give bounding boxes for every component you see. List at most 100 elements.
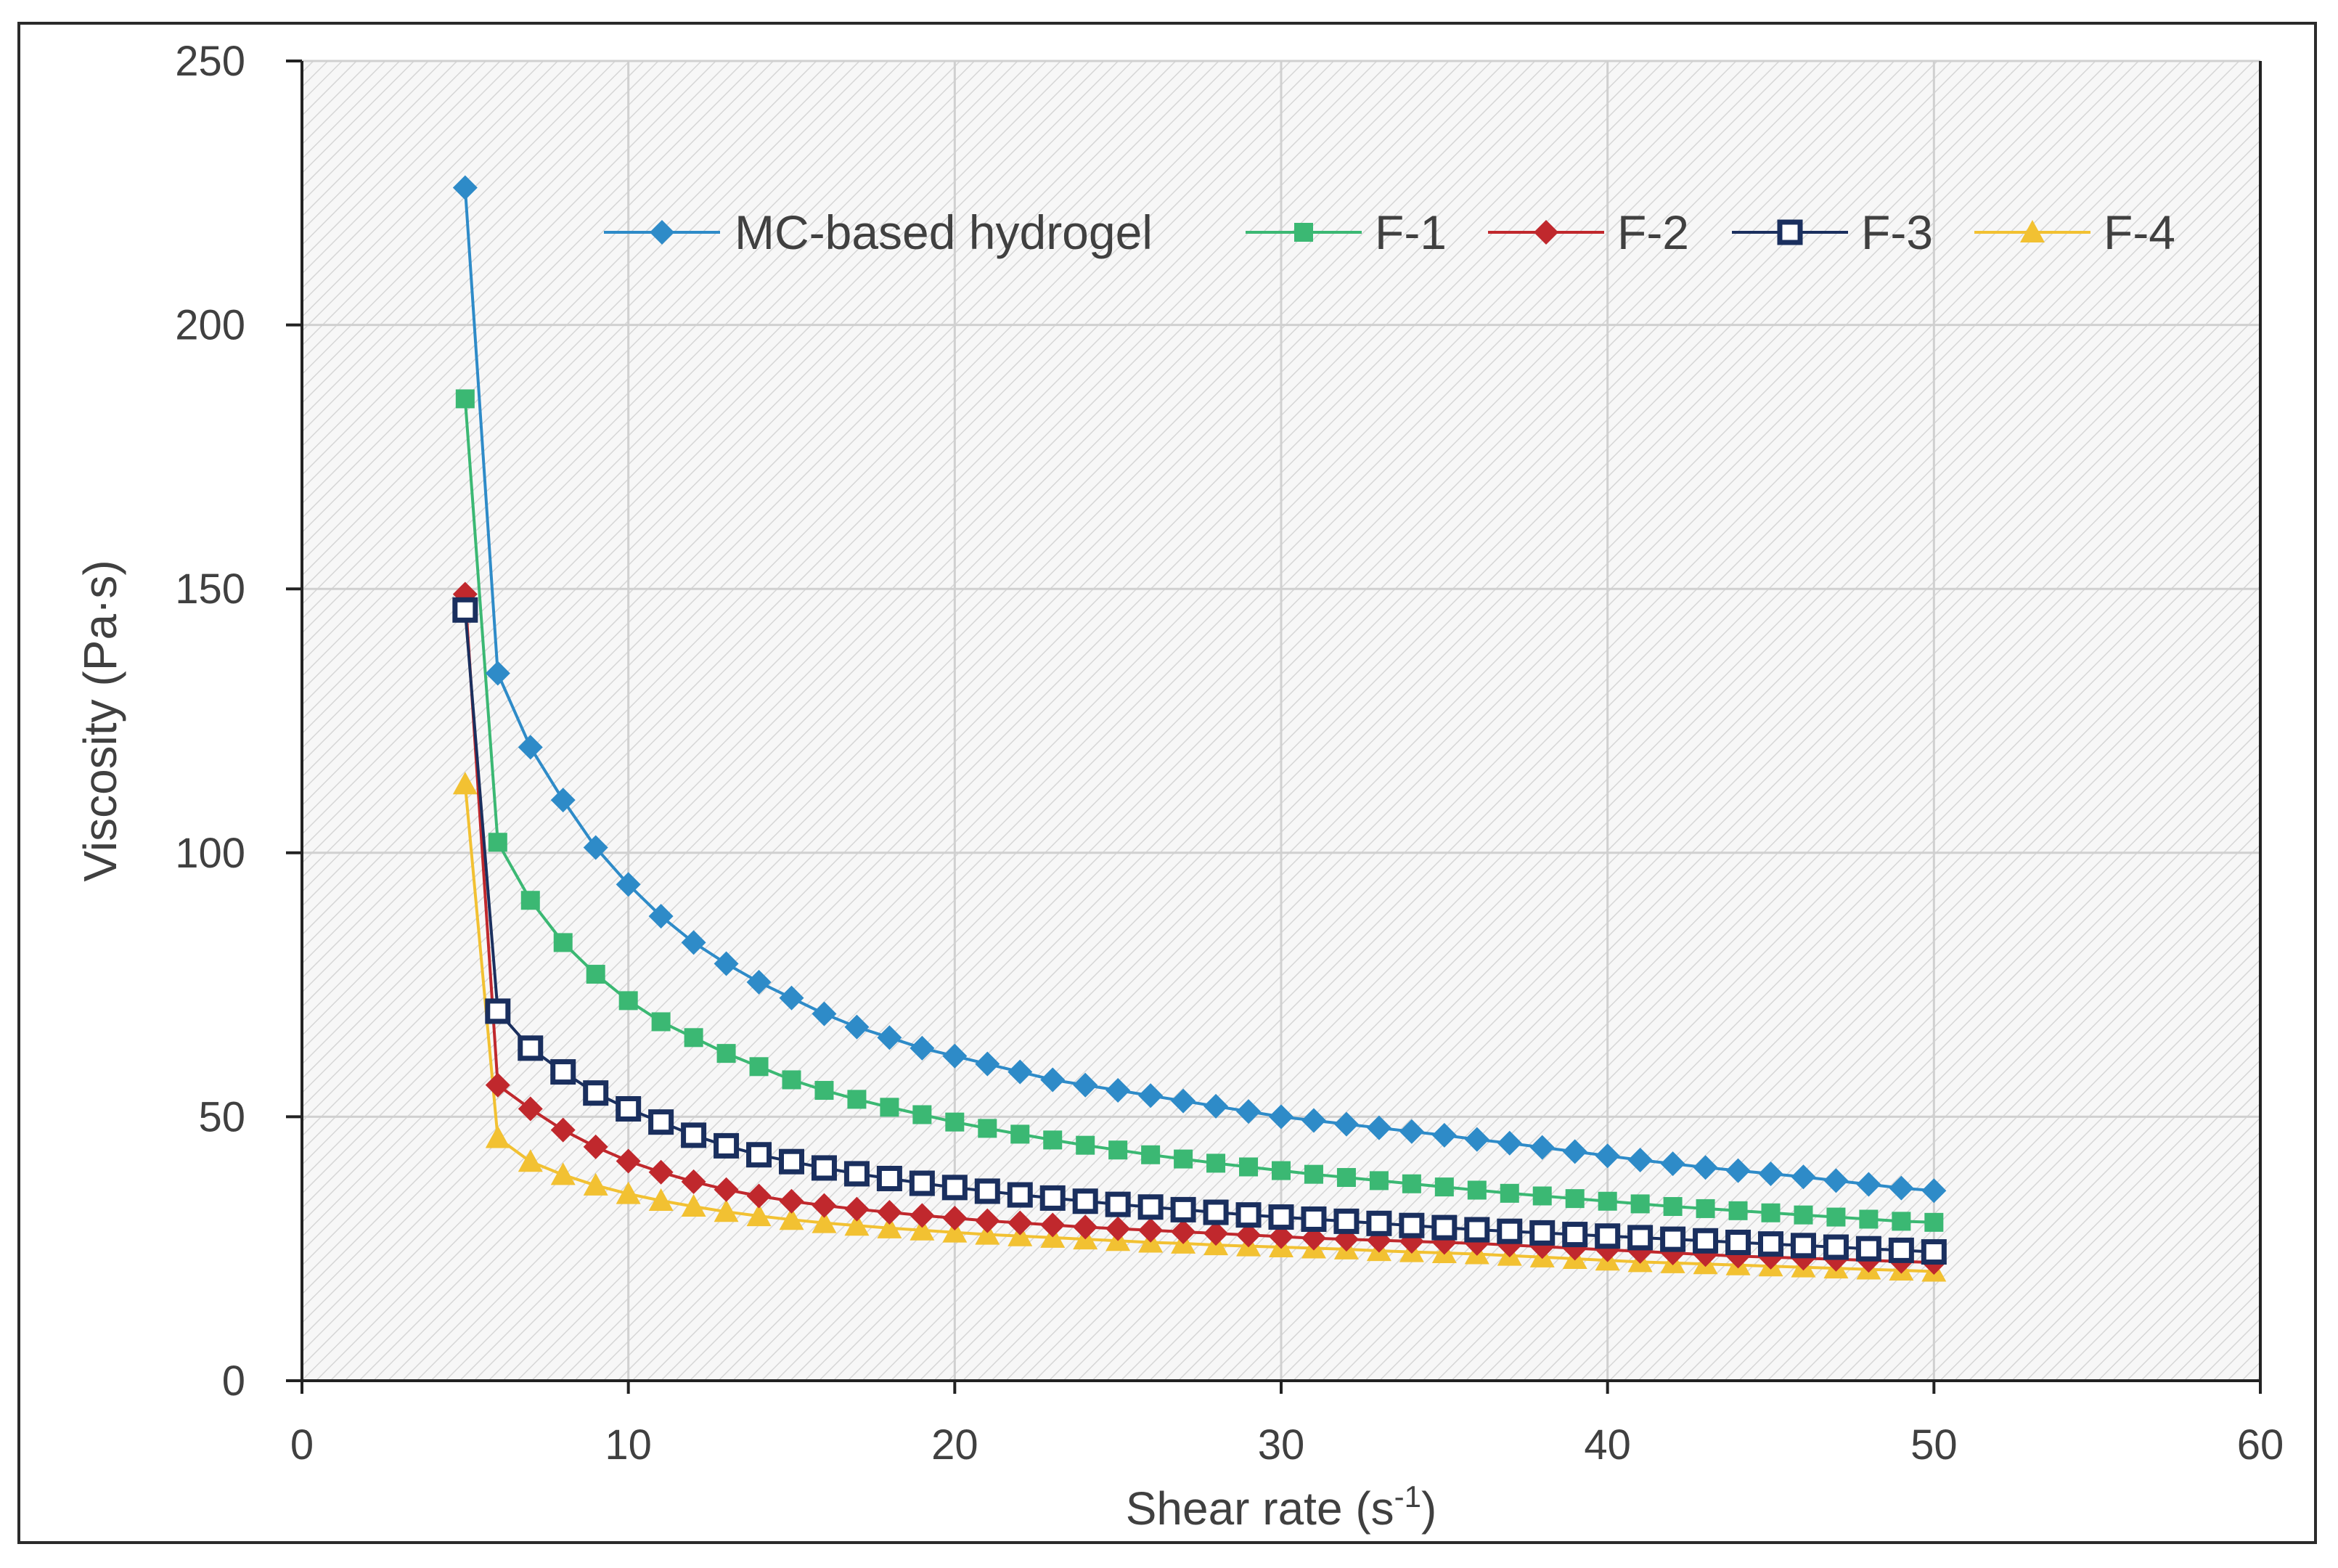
data-point (1366, 1210, 1392, 1236)
data-point (1366, 1115, 1391, 1140)
data-point (1105, 1078, 1131, 1103)
data-point (681, 1169, 706, 1194)
data-point (1333, 1111, 1359, 1137)
series-mc-based-hydrogel (452, 175, 1947, 1204)
data-point (1040, 1212, 1066, 1238)
data-point (779, 985, 804, 1010)
data-point (1529, 1135, 1555, 1160)
series-line (463, 187, 1934, 1193)
data-point (910, 1035, 935, 1061)
data-point (1203, 1093, 1229, 1119)
data-point (942, 1206, 968, 1231)
x-tick-label: 20 (931, 1421, 978, 1469)
data-point (1431, 1122, 1457, 1148)
data-point (681, 930, 706, 955)
data-point (847, 1090, 867, 1109)
axes (286, 60, 2262, 1394)
data-point (714, 1132, 740, 1159)
legend: MC-based hydrogel F-1 F-2 F-3 F-4 (604, 205, 2175, 259)
data-point (1693, 1155, 1718, 1180)
data-point (1105, 1191, 1131, 1217)
data-point (945, 1112, 965, 1132)
data-point (1043, 1130, 1063, 1150)
data-point (1039, 1185, 1066, 1211)
data-point (1171, 1088, 1196, 1114)
data-point (452, 597, 478, 623)
data-point (550, 1059, 576, 1085)
data-point (1532, 1186, 1552, 1206)
data-point (1369, 1171, 1389, 1191)
data-point (1924, 1212, 1944, 1232)
data-point (1206, 1153, 1226, 1173)
data-point (1434, 1177, 1454, 1197)
data-point (975, 1222, 1000, 1245)
x-tick-label: 30 (1258, 1421, 1305, 1469)
series-layer (452, 175, 1947, 1282)
data-point (616, 872, 641, 897)
data-point (648, 904, 674, 929)
data-point (975, 1208, 1000, 1233)
data-point (1467, 1180, 1487, 1200)
data-point (1301, 1225, 1326, 1251)
data-point (616, 1095, 642, 1122)
data-point (1889, 1175, 1914, 1201)
data-point (746, 1183, 772, 1209)
data-point (518, 1149, 543, 1172)
legend-entry: F-2 (1488, 205, 1689, 259)
legend-marker (1534, 220, 1558, 245)
series-line (463, 610, 1934, 1254)
data-point (1464, 1217, 1490, 1243)
data-point (1301, 1206, 1327, 1232)
data-point (1761, 1203, 1781, 1222)
data-point (1627, 1225, 1654, 1251)
legend-entry: F-3 (1732, 205, 1933, 259)
data-point (452, 175, 478, 200)
data-point (648, 1188, 674, 1212)
data-point (812, 1193, 837, 1218)
legend-entry: F-4 (1974, 205, 2175, 259)
data-point (814, 1081, 834, 1101)
data-point (1304, 1164, 1323, 1184)
data-point (1073, 1214, 1098, 1240)
data-point (1500, 1183, 1519, 1203)
data-point (978, 1119, 997, 1138)
data-point (616, 1148, 641, 1174)
data-point (1336, 1168, 1356, 1188)
data-point (1630, 1194, 1650, 1214)
data-point (1921, 1178, 1947, 1204)
data-point (1203, 1199, 1229, 1225)
data-point (1072, 1188, 1098, 1214)
data-point (1174, 1149, 1193, 1169)
data-point (1301, 1108, 1326, 1133)
data-point (1269, 1104, 1293, 1130)
chart-frame (17, 22, 2317, 1544)
data-point (1660, 1226, 1686, 1252)
data-point (1137, 1194, 1164, 1220)
data-point (1138, 1217, 1164, 1243)
data-point (616, 1181, 641, 1204)
data-point (880, 1098, 899, 1117)
data-point (1497, 1218, 1523, 1244)
legend-label: F-3 (1861, 205, 1933, 259)
data-point (648, 1159, 674, 1185)
data-point (714, 1177, 739, 1202)
data-point (844, 1196, 870, 1222)
data-point (844, 1014, 870, 1040)
data-point (485, 661, 510, 686)
data-point (1529, 1220, 1556, 1246)
data-point (583, 835, 608, 860)
data-point (1010, 1124, 1030, 1144)
legend-marker (650, 220, 674, 245)
data-point (1141, 1145, 1161, 1164)
data-point (877, 1200, 902, 1225)
data-point (485, 1125, 510, 1148)
data-point (975, 1051, 1000, 1077)
data-point (812, 1210, 837, 1233)
data-point (1565, 1189, 1585, 1209)
y-tick-label: 150 (175, 565, 245, 613)
data-point (488, 833, 507, 852)
data-point (1007, 1059, 1033, 1085)
data-point (910, 1203, 935, 1228)
data-point (941, 1175, 968, 1201)
data-point (1333, 1208, 1360, 1234)
